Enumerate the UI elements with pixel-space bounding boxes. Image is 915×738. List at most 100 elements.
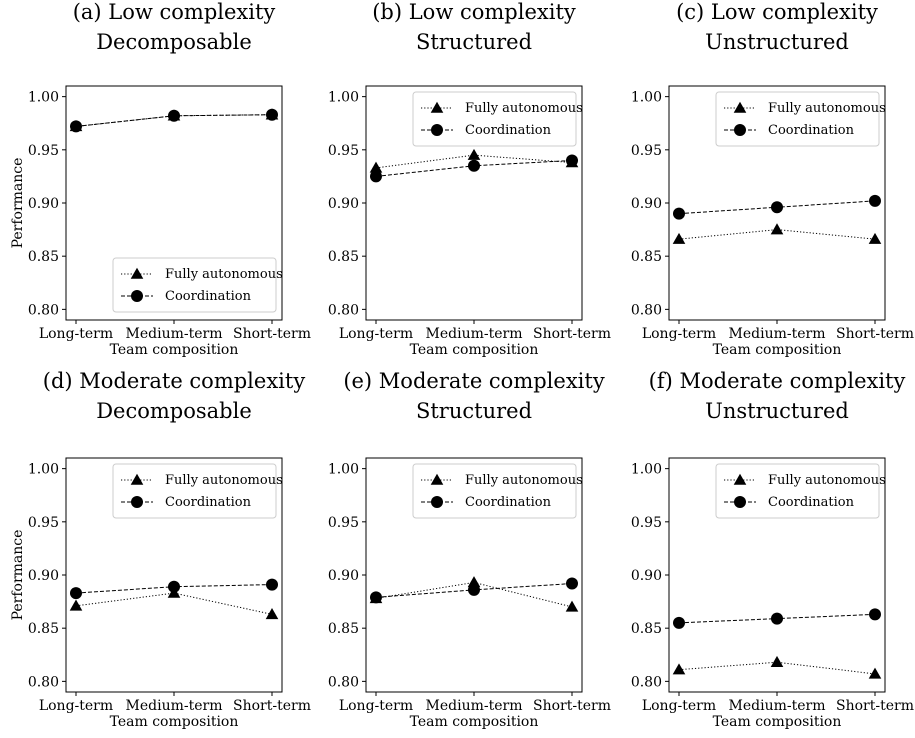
chart-title: Structured [416,399,532,423]
x-tick-label: Medium-term [126,326,223,342]
chart-title: Decomposable [96,30,252,54]
circle-point [869,194,881,207]
y-tick-label: 0.90 [631,196,662,212]
series-line [678,661,876,675]
legend-box [715,463,880,519]
x-tick-label: Short-term [836,698,914,714]
x-tick-label: Medium-term [426,698,523,714]
legend-box [412,463,577,519]
x-axis-label: Team composition [713,342,842,358]
chart-title: (c) Low complexity [676,0,878,24]
x-axis-label: Team composition [110,714,239,730]
y-tick-label: 1.00 [28,90,59,106]
x-tick-label: Short-term [533,698,611,714]
y-tick-label: 0.90 [631,568,662,584]
x-tick-label: Medium-term [426,326,523,342]
y-tick-label: 0.95 [631,143,662,159]
y-tick-label: 0.80 [28,674,59,690]
x-tick-label: Short-term [533,326,611,342]
legend-label: Coordination [768,495,855,510]
x-tick-label: Long-term [39,698,113,714]
legend-label: Coordination [165,289,252,304]
y-tick-label: 0.85 [328,621,359,637]
x-tick-label: Short-term [233,326,311,342]
triangle-point [770,223,784,235]
x-axis-label: Team composition [410,342,539,358]
legend-label: Coordination [465,123,552,138]
circle-point [771,201,783,214]
circle-point [70,120,82,133]
chart-title: Decomposable [96,399,252,423]
y-tick-label: 0.95 [631,515,662,531]
legend-box [112,463,277,519]
x-tick-label: Long-term [642,698,716,714]
chart-title: (f) Moderate complexity [649,369,906,393]
chart-title: (d) Moderate complexity [43,369,306,393]
circle-point [673,616,685,629]
y-tick-label: 0.95 [28,143,59,159]
legend-label: Fully autonomous [768,473,886,488]
circle-point [673,207,685,220]
x-tick-label: Long-term [339,698,413,714]
legend-label: Coordination [465,495,552,510]
x-tick-label: Short-term [836,326,914,342]
x-axis-label: Team composition [110,342,239,358]
y-tick-label: 0.80 [328,674,359,690]
circle-point [566,154,578,167]
y-tick-label: 1.00 [328,90,359,106]
legend-triangle-marker [733,101,747,113]
y-tick-label: 0.85 [631,621,662,637]
y-tick-label: 0.90 [28,568,59,584]
triangle-point [770,655,784,667]
legend-label: Fully autonomous [465,473,583,488]
x-tick-label: Long-term [39,326,113,342]
chart-title: Unstructured [705,399,849,423]
triangle-point [868,232,882,244]
chart-title: Structured [416,30,532,54]
triangle-point [868,667,882,679]
legend-label: Fully autonomous [165,473,283,488]
series-line [678,229,876,240]
y-tick-label: 0.80 [28,302,59,318]
triangle-point [467,576,481,588]
chart-title: (a) Low complexity [73,0,276,24]
y-tick-label: 0.90 [328,196,359,212]
chart-panel: (c) Low complexity Unstructured 0.80 0.85 0.… [631,0,914,358]
chart-panel: (d) Moderate complexity Decomposable 0.80 0… [10,369,311,730]
y-tick-label: 0.80 [631,674,662,690]
legend-triangle-marker [430,101,444,113]
chart-panel: (f) Moderate complexity Unstructured 0.80 0… [631,369,914,730]
legend-triangle-marker [733,473,747,485]
x-tick-label: Short-term [233,698,311,714]
legend-label: Fully autonomous [165,267,283,282]
y-tick-label: 1.00 [328,462,359,478]
y-tick-label: 0.90 [328,568,359,584]
legend-circle-marker [131,496,143,508]
circle-point [869,608,881,621]
legend-circle-marker [734,496,746,508]
x-tick-label: Medium-term [126,698,223,714]
chart-title: (b) Low complexity [372,0,576,24]
legend-label: Coordination [768,123,855,138]
triangle-point [565,600,579,612]
y-tick-label: 0.85 [631,249,662,265]
series-line [375,154,573,169]
triangle-point [672,232,686,244]
y-tick-label: 1.00 [631,90,662,106]
legend-circle-marker [431,496,443,508]
y-tick-label: 0.80 [631,302,662,318]
legend-label: Fully autonomous [465,101,583,116]
y-tick-label: 0.95 [328,143,359,159]
circle-point [468,583,480,596]
triangle-point [369,161,383,173]
chart-title: (e) Moderate complexity [343,369,605,393]
series-line [75,592,273,615]
x-axis-label: Team composition [410,714,539,730]
legend-triangle-marker [430,473,444,485]
circle-point [168,580,180,593]
circle-point [266,578,278,591]
y-axis-label: Performance [10,158,26,249]
chart-panel: (a) Low complexity Decomposable 0.80 0.85 0.… [10,0,311,358]
x-tick-label: Medium-term [729,326,826,342]
